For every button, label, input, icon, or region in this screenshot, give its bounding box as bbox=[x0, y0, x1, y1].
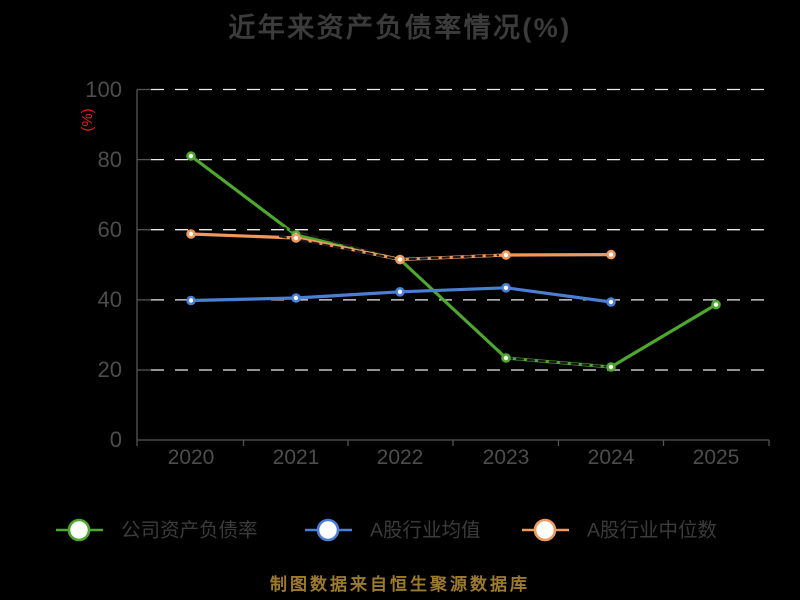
svg-text:2023: 2023 bbox=[483, 446, 530, 469]
svg-text:2025: 2025 bbox=[693, 446, 740, 469]
svg-text:80: 80 bbox=[98, 147, 122, 172]
svg-text:A股行业均值: A股行业均值 bbox=[370, 520, 481, 542]
svg-text:公司资产负债率: 公司资产负债率 bbox=[121, 520, 258, 542]
svg-text:100: 100 bbox=[85, 77, 122, 102]
svg-text:2021: 2021 bbox=[273, 446, 320, 469]
svg-text:2020: 2020 bbox=[168, 446, 215, 469]
svg-text:(%): (%) bbox=[79, 108, 96, 131]
svg-text:2022: 2022 bbox=[377, 446, 424, 469]
svg-text:0: 0 bbox=[110, 427, 122, 452]
svg-text:A股行业中位数: A股行业中位数 bbox=[587, 520, 717, 542]
svg-text:60: 60 bbox=[98, 217, 122, 242]
svg-text:20: 20 bbox=[98, 357, 122, 382]
svg-text:40: 40 bbox=[98, 287, 122, 312]
svg-text:2024: 2024 bbox=[588, 446, 635, 469]
